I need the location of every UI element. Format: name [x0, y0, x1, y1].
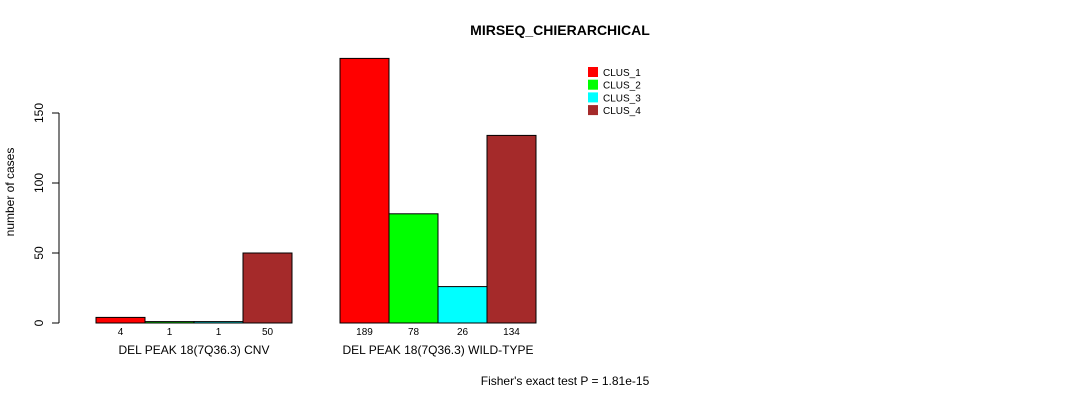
group-label: DEL PEAK 18(7Q36.3) WILD-TYPE [343, 343, 534, 357]
legend-label: CLUS_1 [603, 68, 641, 79]
bar-value-label: 26 [457, 327, 469, 338]
group-label: DEL PEAK 18(7Q36.3) CNV [119, 343, 270, 357]
y-tick-label: 100 [32, 173, 46, 193]
chart-title: MIRSEQ_CHIERARCHICAL [470, 22, 650, 38]
bar-value-label: 50 [262, 327, 274, 338]
bar-clus_3 [437, 286, 488, 324]
bar-value-label: 78 [408, 327, 420, 338]
y-tick-label: 150 [32, 103, 46, 123]
legend-label: CLUS_2 [603, 81, 641, 92]
y-tick-label: 50 [32, 246, 46, 260]
bar-value-label: 1 [216, 327, 222, 338]
legend-swatch [588, 105, 598, 116]
fisher-annotation: Fisher's exact test P = 1.81e-15 [481, 374, 650, 388]
legend-swatch [588, 79, 598, 90]
legend-swatch [588, 67, 598, 77]
bar-value-label: 189 [356, 327, 373, 338]
legend-swatch [588, 92, 598, 103]
bar-clus_3 [193, 321, 244, 324]
bar-clus_4 [242, 252, 293, 324]
legend-label: CLUS_4 [603, 106, 641, 117]
bar-value-label: 134 [503, 327, 520, 338]
y-axis-label: number of cases [3, 148, 17, 237]
bar-clus_1 [95, 316, 146, 324]
bar-clus_4 [486, 134, 537, 324]
legend-label: CLUS_3 [603, 93, 641, 104]
bar-clus_2 [144, 321, 195, 324]
bar-value-label: 4 [118, 327, 124, 338]
bar-value-label: 1 [167, 327, 173, 338]
bar-clus_1 [339, 57, 390, 324]
bar-clus_2 [388, 213, 439, 324]
y-tick-label: 0 [32, 319, 46, 326]
